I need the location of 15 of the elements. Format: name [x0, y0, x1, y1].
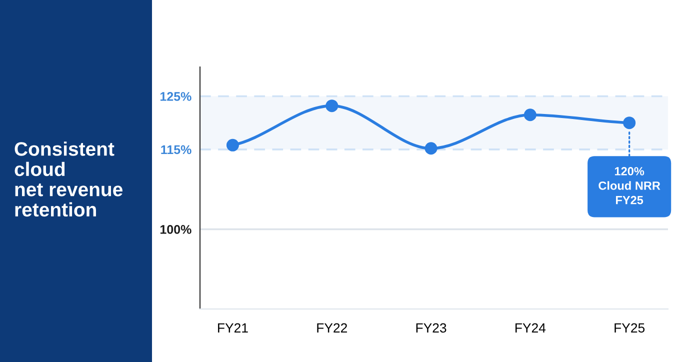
x-tick-label: FY21	[218, 323, 248, 332]
x-tick-label: FY25	[614, 323, 645, 333]
x-tick-label: FY23	[416, 323, 446, 333]
point	[424, 142, 438, 155]
point	[524, 108, 536, 122]
y-tick-label: 100%	[160, 225, 192, 234]
y-tick-label: 115%	[161, 145, 192, 154]
text: Consistent cloud net revenue retention	[14, 142, 122, 217]
point	[226, 138, 239, 152]
point	[326, 100, 338, 112]
point	[623, 116, 636, 130]
x-tick-label: FY24	[515, 323, 546, 332]
x-tick-label: FY22	[317, 323, 347, 332]
y-tick-label: 125%	[160, 92, 192, 101]
annotation: 120% Cloud NRR FY25	[598, 167, 660, 204]
